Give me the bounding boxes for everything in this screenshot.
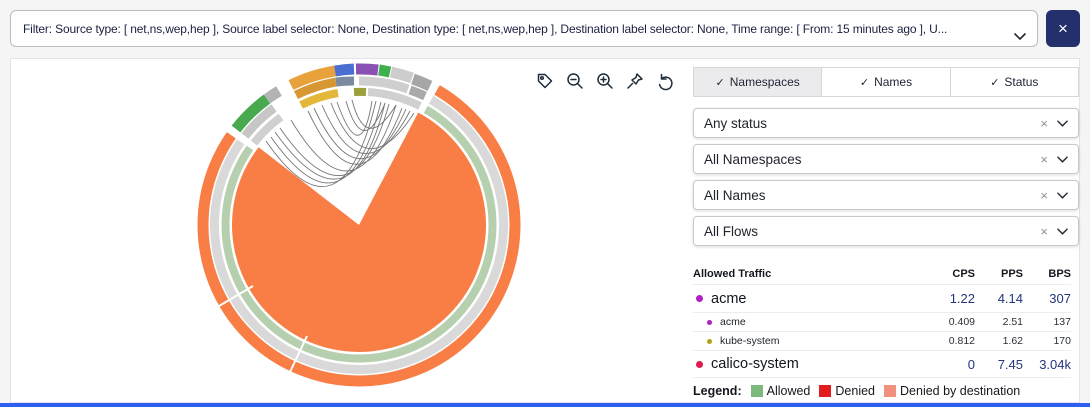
row-name: calico-system bbox=[711, 356, 799, 372]
row-name: kube-system bbox=[720, 335, 780, 347]
namespace-color-dot bbox=[696, 295, 703, 302]
allowed-traffic-table: Allowed Traffic CPS PPS BPS acme 1.22 4.… bbox=[693, 263, 1079, 378]
tab-status[interactable]: ✓ Status bbox=[950, 67, 1079, 97]
filter-summary: Filter: Source type: [ net,ns,wep,hep ],… bbox=[23, 21, 948, 36]
row-pps: 4.14 bbox=[997, 291, 1023, 306]
row-name: acme bbox=[720, 316, 746, 328]
namespace-color-dot bbox=[707, 338, 712, 344]
filter-tabs: ✓ Namespaces ✓ Names ✓ Status bbox=[693, 67, 1079, 97]
close-filter-button[interactable]: × bbox=[1046, 10, 1080, 47]
status-select[interactable]: Any status × bbox=[693, 108, 1079, 138]
legend-title: Legend: bbox=[693, 384, 742, 398]
legend: Legend: Allowed Denied Denied by destina… bbox=[693, 384, 1079, 398]
select-value: All Namespaces bbox=[704, 151, 802, 167]
tab-label: Names bbox=[874, 75, 913, 89]
table-row[interactable]: calico-system 0 7.45 3.04k bbox=[693, 350, 1071, 378]
clear-icon[interactable]: × bbox=[1040, 223, 1048, 239]
legend-item-allowed: Allowed bbox=[750, 384, 811, 398]
rotate-ccw-icon[interactable] bbox=[651, 67, 678, 94]
row-cps: 1.22 bbox=[949, 291, 975, 306]
check-icon: ✓ bbox=[990, 76, 1000, 89]
filter-panel: ✓ Namespaces ✓ Names ✓ Status Any status… bbox=[693, 67, 1079, 378]
chart-toolbar bbox=[531, 67, 678, 94]
row-cps: 0.812 bbox=[948, 335, 975, 347]
table-row[interactable]: kube-system 0.812 1.62 170 bbox=[693, 331, 1071, 350]
legend-label: Denied by destination bbox=[900, 384, 1021, 398]
header-allowed-traffic: Allowed Traffic bbox=[693, 267, 772, 280]
row-cps: 0.409 bbox=[948, 316, 975, 328]
tab-names[interactable]: ✓ Names bbox=[822, 67, 951, 97]
zoom-out-icon[interactable] bbox=[561, 67, 588, 94]
header-cps: CPS bbox=[952, 267, 975, 280]
select-value: All Names bbox=[704, 187, 766, 203]
check-icon: ✓ bbox=[859, 76, 870, 89]
legend-label: Allowed bbox=[766, 384, 811, 398]
flow-visualization-card: ✓ Namespaces ✓ Names ✓ Status Any status… bbox=[10, 58, 1080, 403]
table-header-row: Allowed Traffic CPS PPS BPS bbox=[693, 263, 1071, 284]
chevron-down-icon bbox=[1014, 27, 1026, 45]
tab-label: Status bbox=[1004, 75, 1039, 89]
legend-item-denied-by-destination: Denied by destination bbox=[884, 384, 1020, 398]
row-bps: 307 bbox=[1049, 291, 1071, 306]
filter-bar[interactable]: Filter: Source type: [ net,ns,wep,hep ],… bbox=[10, 10, 1038, 47]
legend-item-denied: Denied bbox=[819, 384, 875, 398]
select-value: Any status bbox=[704, 115, 768, 131]
namespace-color-dot bbox=[696, 360, 703, 368]
row-name: acme bbox=[711, 290, 747, 307]
zoom-in-icon[interactable] bbox=[591, 67, 618, 94]
flow-chord-diagram[interactable] bbox=[11, 59, 691, 397]
pin-icon[interactable] bbox=[621, 67, 648, 94]
row-pps: 7.45 bbox=[997, 356, 1023, 372]
tab-label: Namespaces bbox=[729, 75, 800, 89]
chevron-down-icon bbox=[1057, 114, 1068, 132]
select-value: All Flows bbox=[704, 223, 759, 239]
clear-icon[interactable]: × bbox=[1040, 151, 1048, 167]
namespace-color-dot bbox=[707, 319, 712, 325]
row-bps: 137 bbox=[1053, 316, 1071, 328]
row-cps: 0 bbox=[967, 356, 975, 372]
names-select[interactable]: All Names × bbox=[693, 180, 1079, 210]
denied-by-destination-swatch bbox=[884, 385, 897, 397]
header-pps: PPS bbox=[1000, 267, 1023, 280]
flows-select[interactable]: All Flows × bbox=[693, 216, 1079, 246]
row-pps: 1.62 bbox=[1002, 335, 1023, 347]
filter-selects: Any status × All Namespaces × All Names … bbox=[693, 108, 1079, 246]
clear-icon[interactable]: × bbox=[1040, 115, 1048, 131]
check-icon: ✓ bbox=[715, 76, 725, 89]
namespaces-select[interactable]: All Namespaces × bbox=[693, 144, 1079, 174]
header-bps: BPS bbox=[1048, 267, 1071, 280]
row-pps: 2.51 bbox=[1002, 316, 1023, 328]
clear-icon[interactable]: × bbox=[1040, 187, 1048, 203]
allowed-swatch bbox=[750, 385, 763, 397]
row-bps: 170 bbox=[1053, 335, 1071, 347]
chevron-down-icon bbox=[1057, 222, 1068, 240]
bottom-accent-bar bbox=[0, 403, 1090, 407]
legend-label: Denied bbox=[835, 384, 876, 398]
denied-swatch bbox=[819, 385, 832, 397]
table-row[interactable]: acme 0.409 2.51 137 bbox=[693, 312, 1071, 331]
table-row[interactable]: acme 1.22 4.14 307 bbox=[693, 284, 1071, 312]
row-bps: 3.04k bbox=[1039, 356, 1071, 372]
tag-icon[interactable] bbox=[531, 67, 558, 94]
tab-namespaces[interactable]: ✓ Namespaces bbox=[693, 67, 823, 97]
chevron-down-icon bbox=[1057, 150, 1068, 168]
chevron-down-icon bbox=[1057, 186, 1068, 204]
